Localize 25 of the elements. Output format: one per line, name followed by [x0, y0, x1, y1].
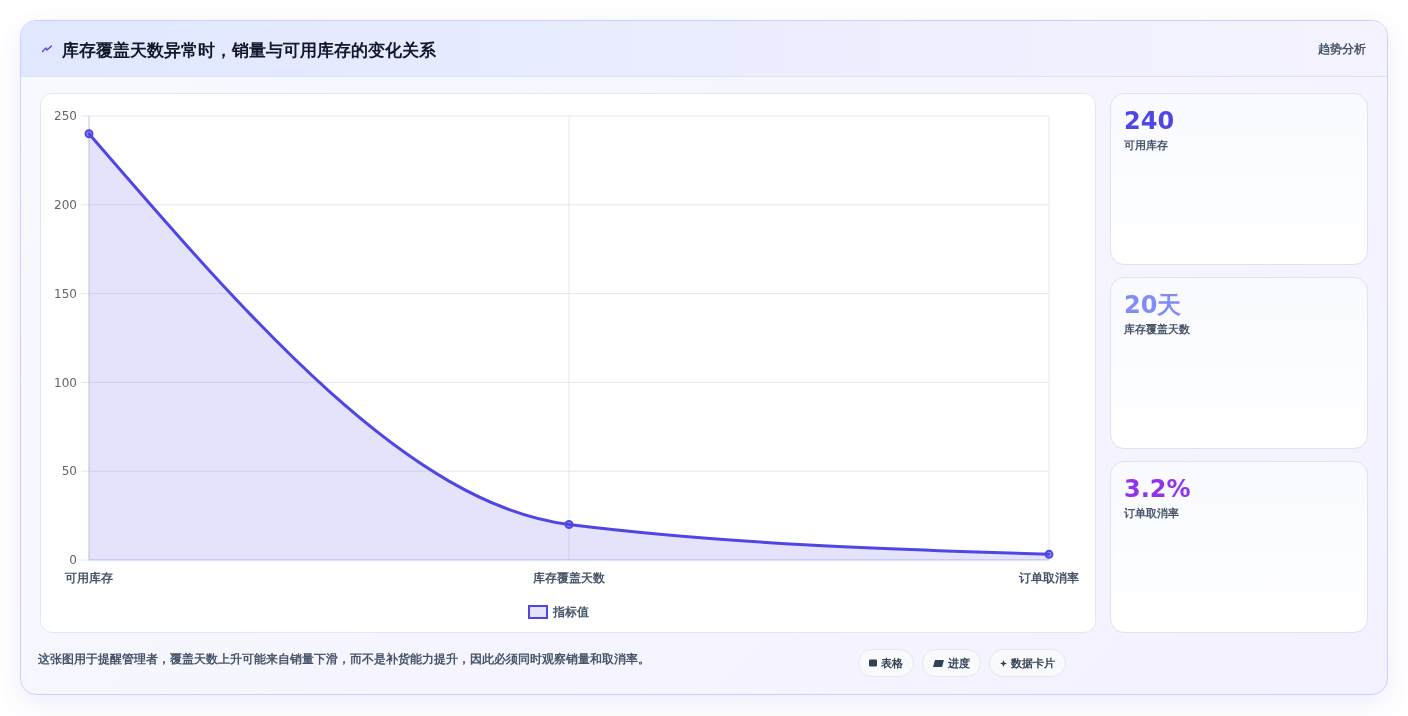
- y-tick-label: 100: [54, 375, 77, 390]
- text: 表格: [881, 655, 903, 671]
- text: 20天: [1124, 291, 1182, 319]
- x-tick-label: 订单取消率: [1018, 571, 1079, 585]
- y-tick-label: 150: [54, 286, 77, 301]
- text: 进度: [948, 655, 970, 671]
- point: [1044, 549, 1054, 559]
- point: [564, 519, 574, 529]
- point: [84, 129, 94, 139]
- y-tick-label: 50: [61, 464, 77, 479]
- text: 趋势分析: [1318, 42, 1366, 56]
- x-tick-label: 库存覆盖天数: [532, 571, 606, 585]
- text: 3.2%: [1124, 475, 1191, 503]
- text: 库存覆盖天数: [1124, 323, 1190, 336]
- x-tick-label: 可用库存: [64, 571, 113, 585]
- y-tick-label: 200: [54, 198, 77, 212]
- y-tick-label: 0: [69, 553, 77, 568]
- text: 订单取消率: [1124, 507, 1179, 520]
- chart-title: 库存覆盖天数异常时，销量与可用库存的变化关系: [62, 40, 436, 60]
- text: 240: [1124, 107, 1175, 135]
- y-tick-label: 250: [54, 109, 77, 124]
- text: 数据卡片: [1011, 655, 1055, 671]
- legend-label: 指标值: [552, 605, 589, 620]
- text: 可用库存: [1124, 139, 1168, 152]
- text: 这张图用于提醒管理者，覆盖天数上升可能来自销量下滑，而不是补货能力提升，因此必须同时观察销量和取消率。: [38, 652, 650, 666]
